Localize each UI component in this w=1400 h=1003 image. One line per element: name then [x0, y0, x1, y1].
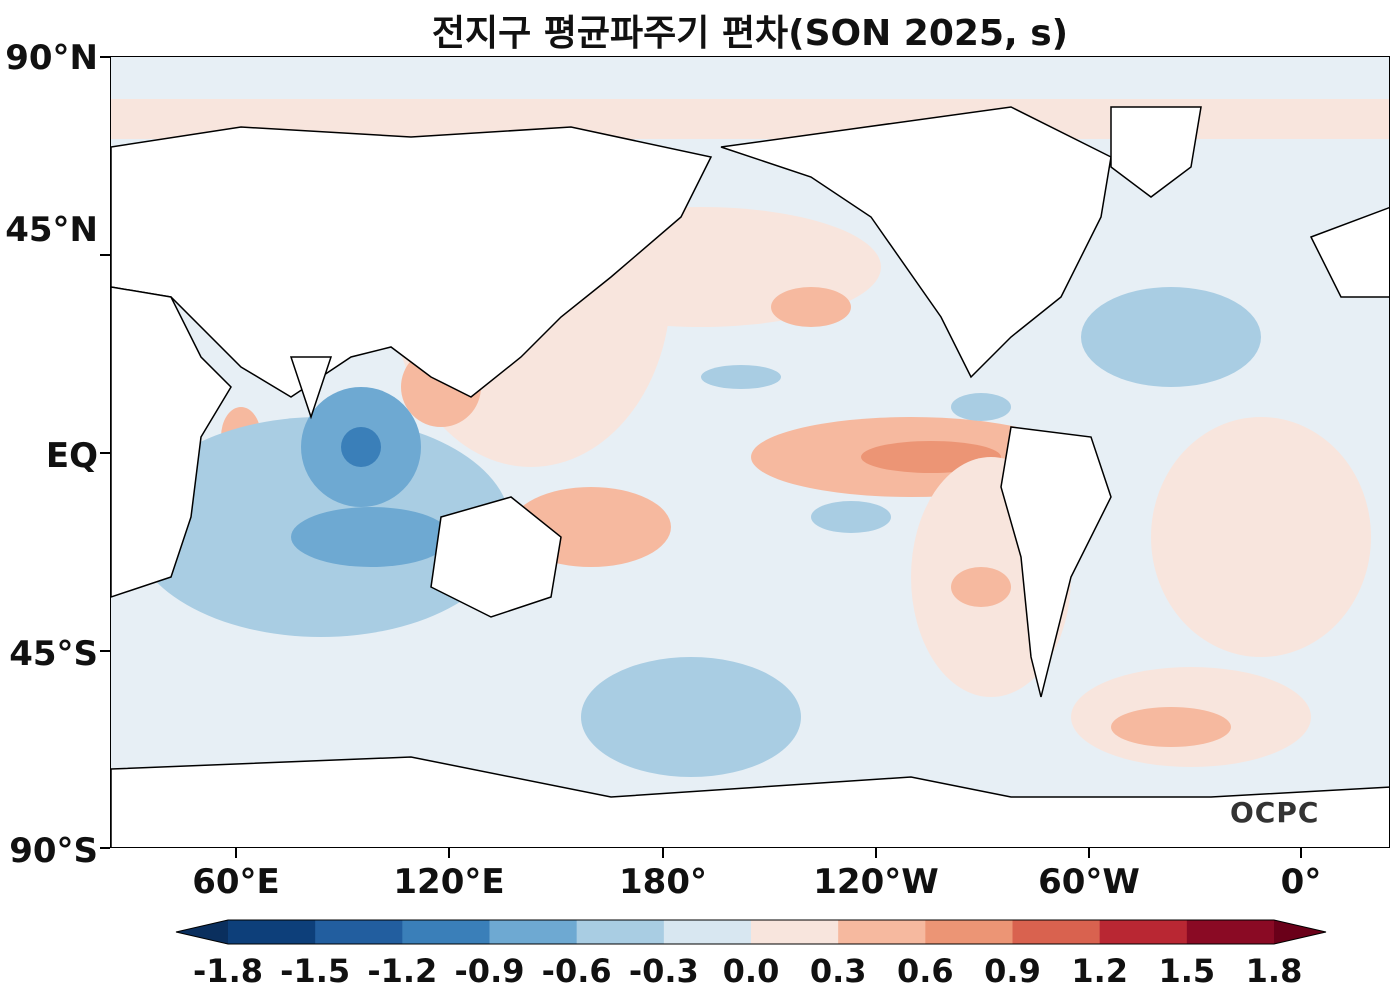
colorbar-tick-label: -0.6	[541, 952, 612, 990]
y-label-45s: 45°S	[9, 634, 98, 674]
colorbar-segment	[1099, 920, 1188, 944]
colorbar-segment	[489, 920, 578, 944]
x-tick	[875, 848, 877, 858]
y-label-90n: 90°N	[5, 38, 98, 78]
colorbar-extend-high	[1274, 920, 1326, 944]
colorbar-tick-label: -0.9	[454, 952, 525, 990]
colorbar-segment	[1012, 920, 1101, 944]
colorbar-segment	[576, 920, 665, 944]
colorbar-tick-label: 0.0	[722, 952, 780, 990]
x-label-120w: 120°W	[813, 862, 939, 902]
x-label-60w: 60°W	[1038, 862, 1140, 902]
x-tick	[1300, 848, 1302, 858]
y-tick	[100, 847, 110, 849]
colorbar-tick-label: -1.8	[193, 952, 263, 990]
colorbar-tick-label: -0.3	[628, 952, 699, 990]
colorbar-segment	[663, 920, 752, 944]
colorbar-tick-label: 0.9	[984, 952, 1041, 990]
x-tick	[1088, 848, 1090, 858]
map-panel	[110, 56, 1390, 848]
x-tick	[235, 848, 237, 858]
x-label-0: 0°	[1280, 862, 1322, 902]
colorbar-segment	[315, 920, 403, 944]
x-label-120e: 120°E	[393, 862, 505, 902]
colorbar-outline	[175, 919, 1327, 945]
colorbar-segment	[228, 920, 316, 944]
colorbar-tick-label: -1.2	[367, 952, 438, 990]
colorbar-tick-label: 0.3	[809, 952, 867, 990]
colorbar-segment	[838, 920, 926, 944]
colorbar-tick-label: -1.5	[280, 952, 351, 990]
colorbar-tick-label: 0.6	[896, 952, 954, 990]
negative-anomaly-regions	[131, 287, 1261, 777]
y-tick	[100, 452, 110, 454]
y-label-45n: 45°N	[5, 210, 98, 250]
anomaly-map	[111, 99, 1389, 847]
colorbar-extend-low	[176, 920, 228, 944]
map-title: 전지구 평균파주기 편차(SON 2025, s)	[431, 13, 1069, 54]
ocpc-logo: OCPC	[1230, 796, 1320, 829]
colorbar-segment	[402, 920, 490, 944]
land-masses	[111, 106, 1389, 847]
y-tick	[100, 650, 110, 652]
x-label-180: 180°	[619, 862, 707, 902]
x-label-60e: 60°E	[192, 862, 280, 902]
x-tick	[448, 848, 450, 858]
x-tick	[662, 848, 664, 858]
colorbar-segment	[1186, 920, 1275, 944]
colorbar-tick-label: 1.2	[1071, 952, 1128, 990]
colorbar-segment	[751, 920, 839, 944]
y-tick	[100, 56, 110, 58]
y-label-90s: 90°S	[9, 831, 98, 871]
y-label-eq: EQ	[45, 436, 98, 476]
colorbar-tick-label: 1.5	[1158, 952, 1216, 990]
colorbar	[175, 919, 1327, 945]
colorbar-segment	[925, 920, 1013, 944]
colorbar-tick-label: 1.8	[1245, 952, 1303, 990]
y-tick	[100, 254, 110, 256]
